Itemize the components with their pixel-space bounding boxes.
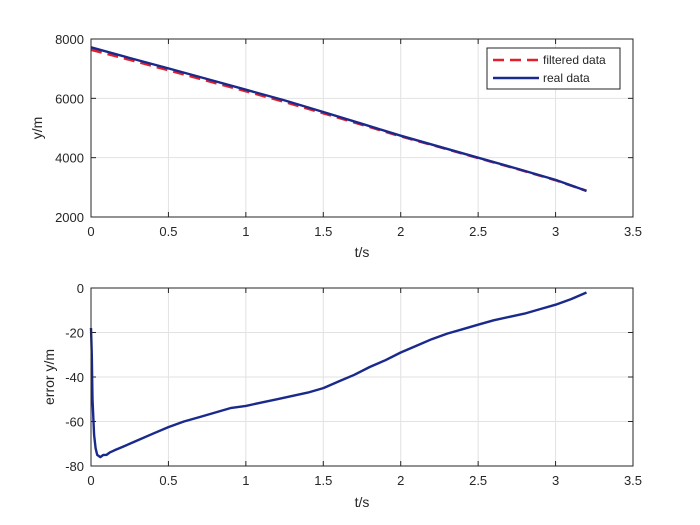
chart-2: 0 0.5 1 1.5 2 2.5 3 3.5 -80 -60 -40 -20 0 t/s error y/… [41,281,642,510]
series-line [89,291,587,459]
x-tick-label: 1.5 [314,473,332,488]
x-tick-label: 2.5 [469,473,487,488]
y-tick-label: -60 [65,415,84,430]
x-tick-label: 2.5 [469,224,487,239]
legend-label: real data [543,71,590,85]
y-tick-label: 6000 [55,91,84,106]
x-tick-label: 1.5 [314,224,332,239]
x-tick-label: 3.5 [624,224,642,239]
chart-1: 0 0.5 1 1.5 2 2.5 3 3.5 2000 4000 6000 8000 t/s y/m fi… [29,32,642,260]
y-tick-label: 2000 [55,210,84,225]
x-tick-label: 1 [242,473,249,488]
x-tick-label: 1 [242,224,249,239]
x-tick-label: 2 [397,473,404,488]
y-tick-label: -20 [65,326,84,341]
x-tick-label: 0 [87,224,94,239]
legend-label: filtered data [543,53,606,67]
series-real-data [90,46,587,193]
x-tick-label: 3 [552,224,559,239]
legend: filtered data real data [486,47,621,90]
y-axis-label: error y/m [41,349,57,405]
y-tick-label: 4000 [55,151,84,166]
axes-box [90,38,634,218]
x-tick-label: 2 [397,224,404,239]
y-tick-label: -80 [65,459,84,474]
x-tick-label: 0.5 [159,224,177,239]
x-tick-label: 3 [552,473,559,488]
x-axis-label: t/s [355,244,370,260]
y-tick-label: 8000 [55,32,84,47]
x-tick-label: 0.5 [159,473,177,488]
legend-box [486,47,621,90]
x-axis-label: t/s [355,494,370,510]
x-tick-label: 0 [87,473,94,488]
y-axis-label: y/m [29,117,45,140]
y-tick-label: 0 [77,281,84,296]
y-tick-label: -40 [65,370,84,385]
x-tick-label: 3.5 [624,473,642,488]
